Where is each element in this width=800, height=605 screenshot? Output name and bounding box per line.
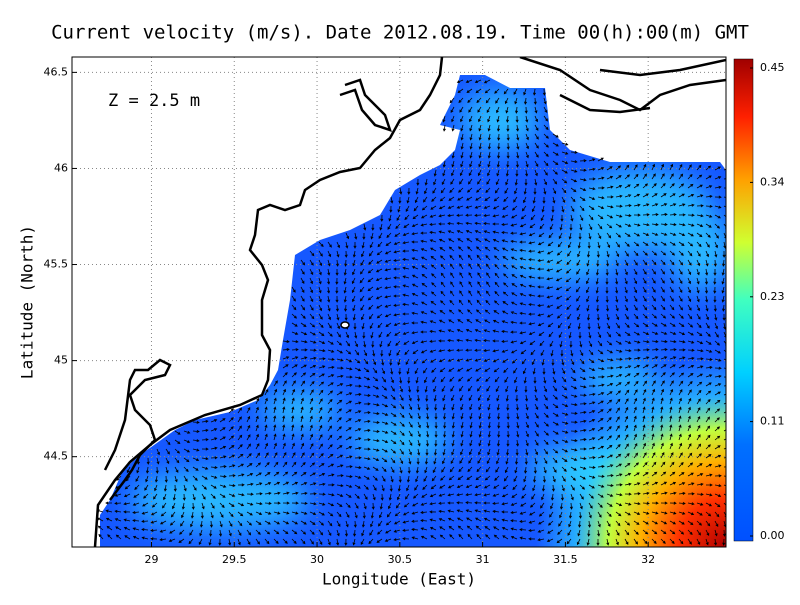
colorbar-tick-label: 0.45 [760, 61, 785, 74]
speed-shading [130, 90, 726, 547]
x-tick-label: 30 [310, 553, 324, 566]
x-tick-label: 31.5 [553, 553, 578, 566]
colorbar-tick-label: 0.11 [760, 415, 785, 428]
coastline [93, 57, 726, 547]
y-axis-label: Latitude (North) [18, 225, 37, 379]
y-tick-label: 45.5 [44, 258, 69, 271]
x-tick-label: 29.5 [222, 553, 247, 566]
flow-arrows [96, 79, 726, 546]
plot-frame [71, 56, 727, 548]
colorbar-tick-label: 0.34 [760, 175, 785, 188]
chart-title: Current velocity (m/s). Date 2012.08.19.… [51, 22, 749, 44]
x-tick-label: 32 [641, 553, 655, 566]
y-tick-label: 45 [54, 354, 68, 367]
x-tick-label: 31 [476, 553, 490, 566]
y-tick-label: 46 [54, 161, 68, 174]
colorbar-tick-label: 0.00 [760, 529, 785, 542]
map-area [72, 57, 726, 547]
y-tick-label: 46.5 [44, 65, 69, 78]
y-tick-label: 44.5 [44, 450, 69, 463]
colorbar [733, 58, 754, 542]
colorbar-tick-label: 0.23 [760, 290, 785, 303]
x-axis-label: Longitude (East) [322, 570, 476, 589]
x-tick-label: 30.5 [388, 553, 413, 566]
x-tick-label: 29 [144, 553, 158, 566]
depth-annotation: Z = 2.5 m [108, 91, 200, 111]
